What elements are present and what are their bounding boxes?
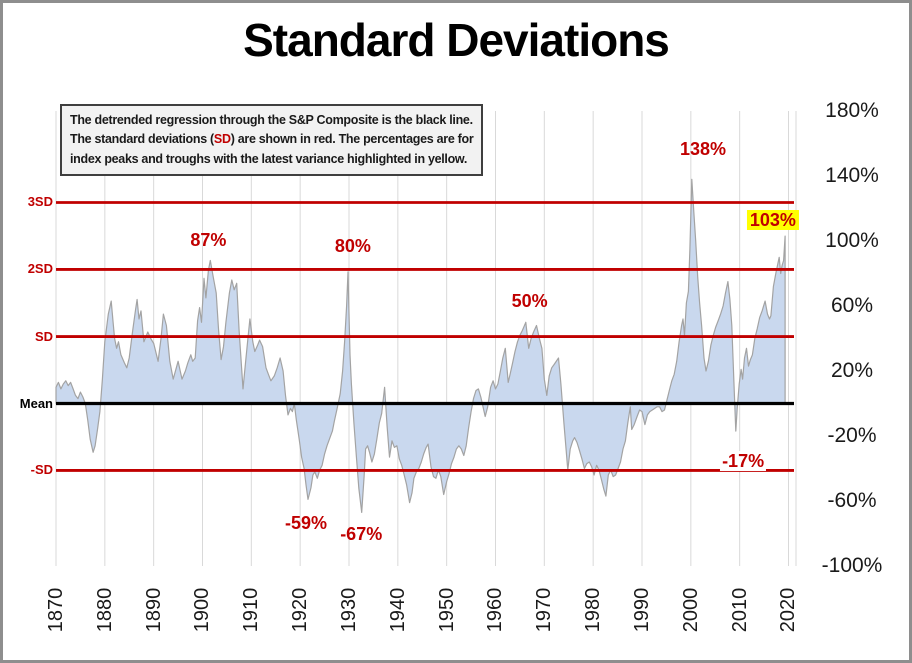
y-tick-180: 180% [825, 99, 879, 122]
y-tick-140: 140% [825, 164, 879, 187]
x-tick-1990: 1990 [630, 587, 653, 633]
x-tick-1970: 1970 [533, 587, 556, 633]
x-tick-1950: 1950 [435, 587, 458, 633]
x-tick-1930: 1930 [337, 587, 360, 633]
sd-label-mean: Mean [19, 395, 53, 411]
x-tick-2000: 2000 [679, 587, 702, 633]
x-tick-2010: 2010 [728, 587, 751, 633]
annotation-neg67pct: -67% [340, 524, 383, 545]
x-tick-1910: 1910 [240, 587, 263, 633]
y-tick-60: 60% [830, 294, 874, 317]
annotation-50pct: 50% [511, 291, 548, 312]
note-box: The detrended regression through the S&P… [60, 104, 484, 177]
annotation-80pct: 80% [334, 235, 371, 256]
x-tick-1940: 1940 [386, 587, 409, 633]
note-line-1: The detrended regression through the S&P… [70, 111, 473, 130]
x-tick-1880: 1880 [93, 587, 116, 633]
x-tick-1870: 1870 [45, 587, 67, 633]
annotation-87pct: 87% [190, 230, 227, 251]
x-tick-1920: 1920 [289, 587, 312, 633]
y-tick--20: -20% [827, 424, 877, 447]
note-sd-abbrev: SD [213, 132, 231, 147]
sd-label--sd: -SD [30, 462, 53, 478]
note-text-2a: The standard deviations ( [70, 132, 214, 147]
annotation-neg17pct: -17% [720, 451, 767, 472]
y-tick-20: 20% [830, 359, 874, 382]
annotation-103pct: 103% [746, 209, 799, 230]
note-line-2: The standard deviations (SD) are shown i… [70, 130, 474, 149]
plot-area [55, 111, 797, 566]
chart-title: Standard Deviations [243, 14, 670, 66]
annotation-138pct: 138% [680, 139, 727, 160]
y-tick--100: -100% [821, 554, 883, 577]
sd-label-sd: SD [34, 328, 53, 344]
x-tick-2020: 2020 [777, 587, 800, 633]
sd-label-2sd: 2SD [27, 261, 53, 277]
x-tick-1980: 1980 [582, 587, 605, 633]
x-tick-1890: 1890 [142, 587, 165, 633]
sd-label-3sd: 3SD [27, 194, 53, 210]
x-tick-1960: 1960 [484, 587, 507, 633]
note-text-3: index peaks and troughs with the latest … [70, 151, 468, 166]
note-text-1: The detrended regression through the S&P… [70, 113, 473, 127]
annotation-neg59pct: -59% [285, 512, 328, 533]
x-tick-1900: 1900 [191, 587, 214, 633]
y-tick--60: -60% [827, 489, 877, 512]
note-line-3: index peaks and troughs with the latest … [70, 150, 473, 169]
area-series-sp-composite-variance [55, 178, 786, 513]
note-text-2b: ) are shown in red. The percentages are … [230, 132, 474, 147]
y-tick-100: 100% [825, 229, 879, 252]
